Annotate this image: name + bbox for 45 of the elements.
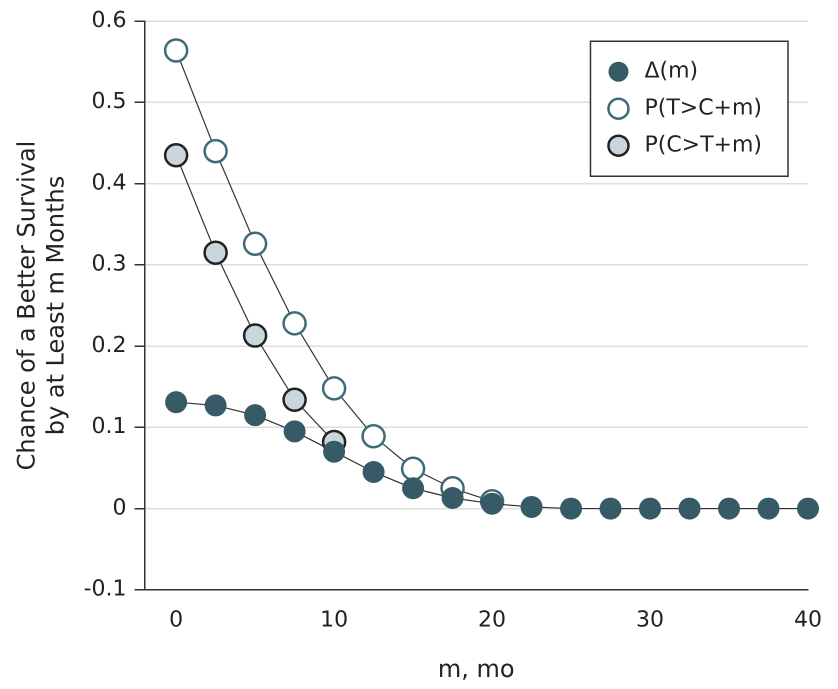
point bbox=[204, 394, 227, 416]
legend-label: P(T>C+m) bbox=[644, 95, 762, 120]
point bbox=[362, 461, 385, 484]
point bbox=[164, 142, 188, 168]
x-tick-label: 20 bbox=[478, 608, 506, 633]
legend-label: P(C>T+m) bbox=[644, 132, 762, 158]
x-tick-label: 30 bbox=[636, 608, 664, 633]
point bbox=[323, 440, 346, 463]
x-tick-label: 10 bbox=[320, 608, 348, 633]
y-tick-label: 0.4 bbox=[92, 170, 127, 196]
x-tick-label: 0 bbox=[169, 608, 184, 633]
point bbox=[520, 496, 543, 518]
y-axis-title: Chance of a Better Survival by at Least m Months bbox=[12, 140, 70, 470]
point bbox=[797, 498, 819, 520]
point bbox=[244, 404, 266, 426]
point bbox=[165, 391, 188, 414]
point bbox=[639, 498, 662, 520]
point bbox=[361, 424, 386, 449]
point bbox=[400, 456, 426, 482]
legend-label: Δ(m) bbox=[644, 58, 698, 84]
x-tick-label: 40 bbox=[794, 608, 822, 633]
point bbox=[718, 498, 740, 520]
y-tick-label: -0.1 bbox=[84, 576, 127, 602]
point bbox=[560, 498, 582, 520]
y-tick-label: 0.5 bbox=[92, 89, 127, 114]
point bbox=[600, 498, 622, 520]
point bbox=[284, 420, 306, 442]
y-tick-label: 0.1 bbox=[92, 414, 127, 440]
point bbox=[242, 323, 268, 348]
y-tick-label: 0.2 bbox=[92, 332, 127, 358]
y-tick-label: 0.6 bbox=[92, 8, 127, 33]
point bbox=[758, 498, 780, 520]
point bbox=[203, 138, 228, 164]
y-tick-label: 0.3 bbox=[92, 252, 127, 277]
point bbox=[164, 38, 188, 63]
x-axis-title: m, mo bbox=[438, 654, 515, 683]
point bbox=[402, 477, 424, 500]
y-tick-label: 0 bbox=[112, 495, 127, 520]
point bbox=[282, 311, 307, 336]
point bbox=[242, 232, 268, 256]
point bbox=[203, 240, 228, 265]
point bbox=[282, 387, 307, 412]
point bbox=[442, 487, 464, 510]
point bbox=[322, 376, 346, 401]
point bbox=[678, 498, 701, 520]
